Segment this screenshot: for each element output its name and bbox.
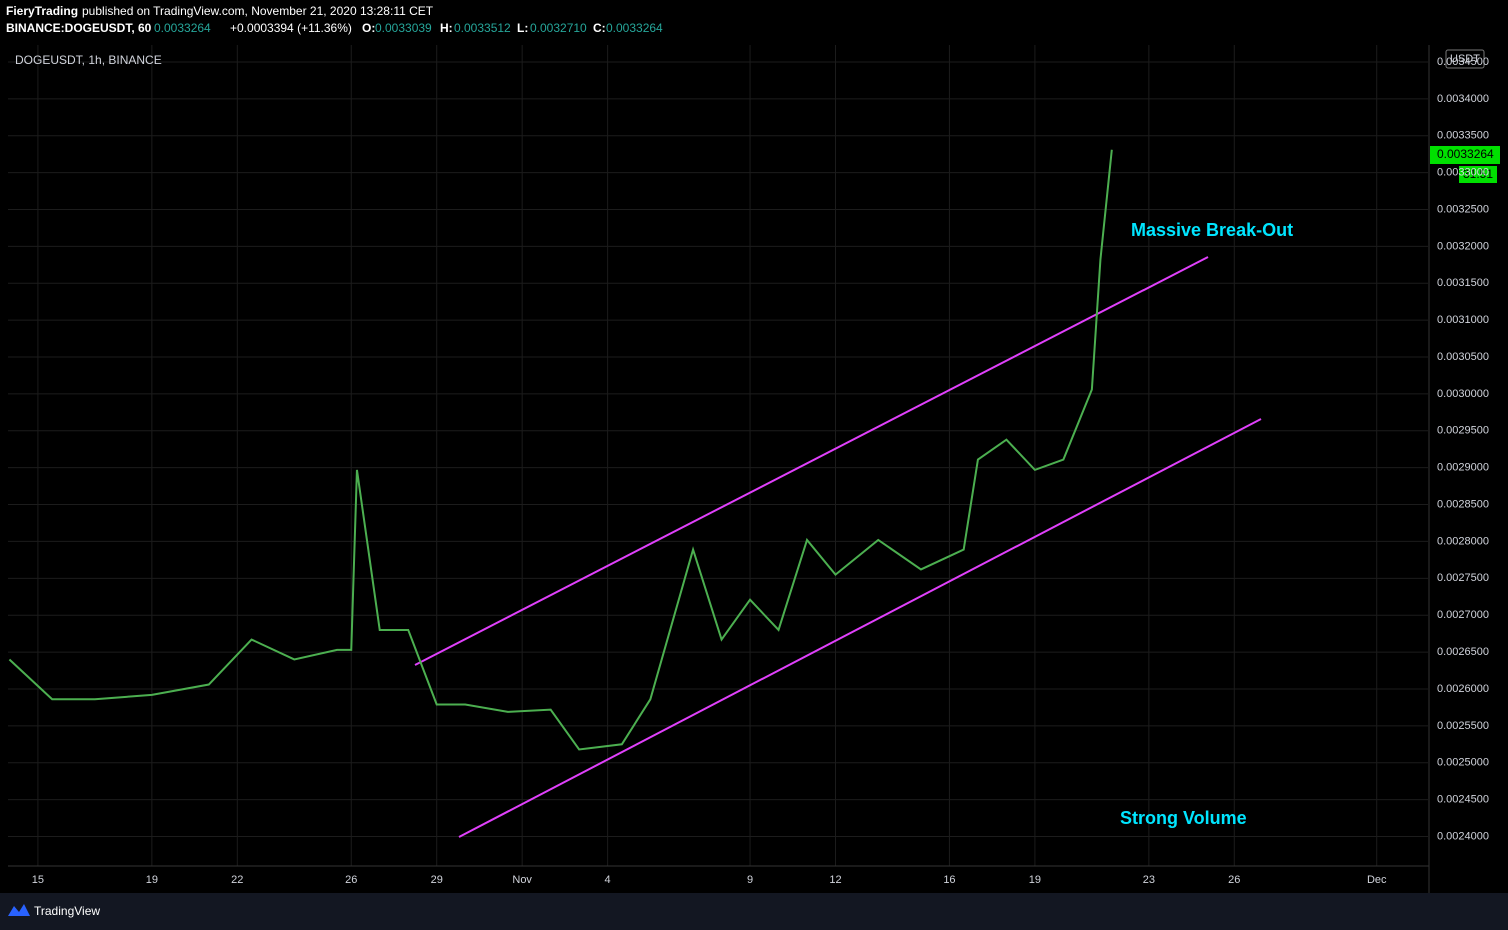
open-label: O: xyxy=(362,21,375,35)
channel-lower xyxy=(458,418,1262,838)
close-label: C: xyxy=(593,21,606,35)
x-tick-label: 4 xyxy=(605,874,611,886)
channel-upper xyxy=(414,256,1209,666)
countdown: 31:51 xyxy=(1463,167,1493,181)
price-line xyxy=(8,149,1113,751)
y-tick-label: 0.0033000 xyxy=(1437,167,1489,179)
x-tick-label: 29 xyxy=(431,874,443,886)
high-label: H: xyxy=(440,21,453,35)
x-tick-label: Dec xyxy=(1367,874,1387,886)
x-tick-label: 9 xyxy=(747,874,753,886)
y-tick-label: 0.0031000 xyxy=(1437,314,1489,326)
low-label: L: xyxy=(517,21,528,35)
y-tick-label: 0.0032000 xyxy=(1437,240,1489,252)
y-tick-label: 0.0029500 xyxy=(1437,425,1489,437)
symbol: BINANCE:DOGEUSDT, 60 xyxy=(6,21,152,35)
last-price-box xyxy=(1430,146,1500,164)
x-tick-label: 19 xyxy=(1029,874,1041,886)
y-tick-label: 0.0024500 xyxy=(1437,794,1489,806)
x-tick-label: 26 xyxy=(1228,874,1240,886)
x-tick-label: 12 xyxy=(829,874,841,886)
x-tick-label: 19 xyxy=(146,874,158,886)
y-tick-label: 0.0026000 xyxy=(1437,683,1489,695)
change: +0.0003394 (+11.36%) xyxy=(230,21,352,35)
annotation: Massive Break-Out xyxy=(1131,220,1293,240)
footer-bar xyxy=(0,893,1508,930)
y-tick-label: 0.0030500 xyxy=(1437,351,1489,363)
y-tick-label: 0.0024000 xyxy=(1437,830,1489,842)
x-tick-label: 15 xyxy=(32,874,44,886)
last-price-label: 0.0033264 xyxy=(1437,147,1494,161)
annotation: Strong Volume xyxy=(1120,808,1247,828)
y-tick-label: 0.0031500 xyxy=(1437,277,1489,289)
open: 0.0033039 xyxy=(375,21,432,35)
y-tick-label: 0.0025000 xyxy=(1437,757,1489,769)
currency-box xyxy=(1445,49,1485,69)
y-tick-label: 0.0032500 xyxy=(1437,203,1489,215)
x-tick-label: 23 xyxy=(1143,874,1155,886)
y-tick-label: 0.0033500 xyxy=(1437,130,1489,142)
x-tick-label: 22 xyxy=(231,874,243,886)
chart-title: DOGEUSDT, 1h, BINANCE xyxy=(15,53,162,67)
publisher: FieryTrading xyxy=(6,4,78,18)
y-tick-label: 0.0028000 xyxy=(1437,535,1489,547)
last: 0.0033264 xyxy=(154,21,211,35)
currency: USDT xyxy=(1450,53,1480,65)
y-tick-label: 0.0028500 xyxy=(1437,498,1489,510)
x-tick-label: 16 xyxy=(943,874,955,886)
y-tick-label: 0.0027500 xyxy=(1437,572,1489,584)
grid xyxy=(8,45,1428,866)
low: 0.0032710 xyxy=(530,21,587,35)
y-tick-label: 0.0034500 xyxy=(1437,56,1489,68)
y-tick-label: 0.0034000 xyxy=(1437,93,1489,105)
published: published on TradingView.com, November 2… xyxy=(82,4,434,18)
y-tick-label: 0.0025500 xyxy=(1437,720,1489,732)
close: 0.0033264 xyxy=(606,21,663,35)
brand-logo xyxy=(8,904,30,916)
y-tick-label: 0.0029000 xyxy=(1437,462,1489,474)
y-tick-label: 0.0027000 xyxy=(1437,609,1489,621)
x-tick-label: 26 xyxy=(345,874,357,886)
y-tick-label: 0.0030000 xyxy=(1437,388,1489,400)
countdown-box xyxy=(1459,166,1497,183)
x-tick-label: Nov xyxy=(512,874,532,886)
high: 0.0033512 xyxy=(454,21,511,35)
brand: TradingView xyxy=(34,904,100,918)
y-tick-label: 0.0026500 xyxy=(1437,646,1489,658)
